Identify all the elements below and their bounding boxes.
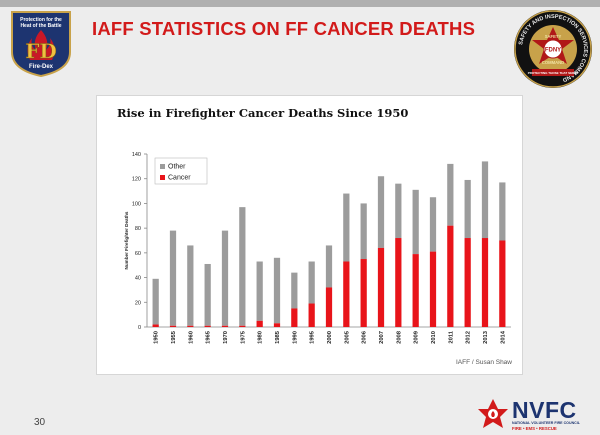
x-tick-label: 1960 xyxy=(188,331,194,344)
bar-cancer-1985 xyxy=(273,323,281,327)
x-tick-label: 2011 xyxy=(448,330,454,343)
y-tick-label: 140 xyxy=(132,152,141,158)
bar-other-1970 xyxy=(221,230,229,326)
bar-other-2011 xyxy=(447,163,454,226)
y-tick-label: 0 xyxy=(138,325,141,331)
bar-cancer-2008 xyxy=(395,238,402,327)
x-tick-label: 1950 xyxy=(154,331,160,344)
bar-cancer-1975 xyxy=(239,325,246,327)
bar-cancer-2000 xyxy=(325,287,333,327)
x-tick-label: 1980 xyxy=(258,331,264,344)
stacked-bar-chart: 0 20 40 60 80 100 120 140 Number Firefighter Dea… xyxy=(124,152,511,344)
nvfc-tagline: FIRE • EMS • RESCUE xyxy=(512,426,557,431)
bar-other-2007 xyxy=(377,176,385,248)
fdny-center: FDNY xyxy=(545,48,561,54)
nvfc-wordmark: NVFC xyxy=(512,397,577,423)
bar-cancer-2012 xyxy=(464,238,471,327)
x-tick-label: 2010 xyxy=(431,331,437,344)
slide-title: IAFF STATISTICS ON FF CANCER DEATHS xyxy=(92,18,476,39)
fire-dex-logo: Protection for the Heat of the Battle FD… xyxy=(11,11,71,78)
bar-cancer-2010 xyxy=(429,251,437,327)
x-tick-label: 1970 xyxy=(223,331,229,344)
bar-other-1965 xyxy=(204,263,211,326)
bar-cancer-2005 xyxy=(343,261,350,327)
bar-cancer-2009 xyxy=(412,254,419,327)
x-tick-label: 2013 xyxy=(483,330,489,344)
bar-other-1980 xyxy=(256,261,263,321)
x-tick-label: 2007 xyxy=(379,331,385,344)
nvfc-logo xyxy=(478,399,508,428)
legend-label-cancer: Cancer xyxy=(168,175,191,182)
bar-other-1990 xyxy=(291,272,298,309)
chart-source: IAFF / Susan Shaw xyxy=(456,359,512,366)
x-tick-label: 1955 xyxy=(171,330,177,344)
bar-cancer-1995 xyxy=(308,303,315,327)
bar-other-1985 xyxy=(273,257,281,324)
legend-swatch-other xyxy=(160,164,165,169)
bar-other-1975 xyxy=(239,207,246,326)
bar-cancer-1990 xyxy=(291,308,298,327)
x-tick-label: 2012 xyxy=(466,331,472,344)
bar-other-2010 xyxy=(429,197,437,252)
bar-other-2000 xyxy=(325,245,333,288)
bar-other-1995 xyxy=(308,261,315,304)
bar-other-1950 xyxy=(152,278,159,325)
x-tick-label: 2000 xyxy=(327,331,333,344)
legend-swatch-cancer xyxy=(160,175,165,180)
x-tick-label: 1965 xyxy=(206,330,212,344)
y-tick-label: 60 xyxy=(135,251,141,257)
x-tick-label: 1975 xyxy=(240,330,246,344)
fdny-motto: PROTECTING THOSE THAT SERVE xyxy=(528,71,578,75)
y-tick-label: 20 xyxy=(135,300,141,306)
bar-cancer-1960 xyxy=(187,325,194,327)
nvfc-fullname: NATIONAL VOLUNTEER FIRE COUNCIL xyxy=(512,421,580,425)
x-tick-label: 1995 xyxy=(310,330,316,344)
bar-cancer-1970 xyxy=(221,325,229,327)
y-tick-label: 120 xyxy=(132,177,141,183)
y-tick-label: 100 xyxy=(132,201,141,207)
bar-cancer-2006 xyxy=(360,259,367,327)
firedex-name: Fire-Dex xyxy=(29,64,54,70)
bar-other-2012 xyxy=(464,179,471,239)
y-axis-label: Number Firefighter Deaths xyxy=(124,211,129,269)
bar-cancer-2011 xyxy=(447,225,454,327)
chart-title: Rise in Firefighter Cancer Deaths Since … xyxy=(117,106,409,120)
bar-other-2006 xyxy=(360,203,367,260)
bar-cancer-1950 xyxy=(152,324,159,327)
bar-other-2005 xyxy=(343,193,350,262)
firedex-tagline-2: Heat of the Battle xyxy=(20,23,61,29)
bar-cancer-2013 xyxy=(481,238,489,327)
fdny-top: SAFETY xyxy=(545,34,562,39)
bar-cancer-2007 xyxy=(377,247,385,327)
bar-other-2009 xyxy=(412,189,419,255)
firedex-tagline-1: Protection for the xyxy=(20,17,62,23)
x-tick-label: 2005 xyxy=(344,330,350,344)
bar-cancer-1955 xyxy=(169,325,177,327)
bar-other-2013 xyxy=(481,161,489,239)
x-tick-label: 2006 xyxy=(362,330,368,344)
x-tick-label: 2009 xyxy=(414,330,420,344)
firedex-mark: FD xyxy=(25,39,57,63)
flame-icon xyxy=(27,30,55,60)
bar-other-1955 xyxy=(169,230,177,326)
x-tick-label: 1990 xyxy=(292,331,298,344)
x-tick-label: 1985 xyxy=(275,330,281,344)
bar-other-2014 xyxy=(499,182,506,241)
y-tick-label: 40 xyxy=(135,276,141,282)
bar-cancer-1980 xyxy=(256,320,263,327)
x-tick-label: 2008 xyxy=(396,330,402,344)
top-bar xyxy=(0,0,600,7)
x-tick-label: 2014 xyxy=(500,330,506,344)
legend-label-other: Other xyxy=(168,164,186,171)
chart-panel: Rise in Firefighter Cancer Deaths Since … xyxy=(96,95,523,375)
page-number: 30 xyxy=(34,417,46,428)
y-tick-label: 80 xyxy=(135,226,141,232)
bar-other-1960 xyxy=(187,245,194,326)
fdny-bottom: COMMAND xyxy=(542,60,564,65)
bar-cancer-1965 xyxy=(204,325,211,327)
bar-cancer-2014 xyxy=(499,240,506,327)
bar-other-2008 xyxy=(395,183,402,239)
fdny-safety-logo: SAFETY AND INSPECTION SERVICES COMMAND F… xyxy=(514,10,592,88)
